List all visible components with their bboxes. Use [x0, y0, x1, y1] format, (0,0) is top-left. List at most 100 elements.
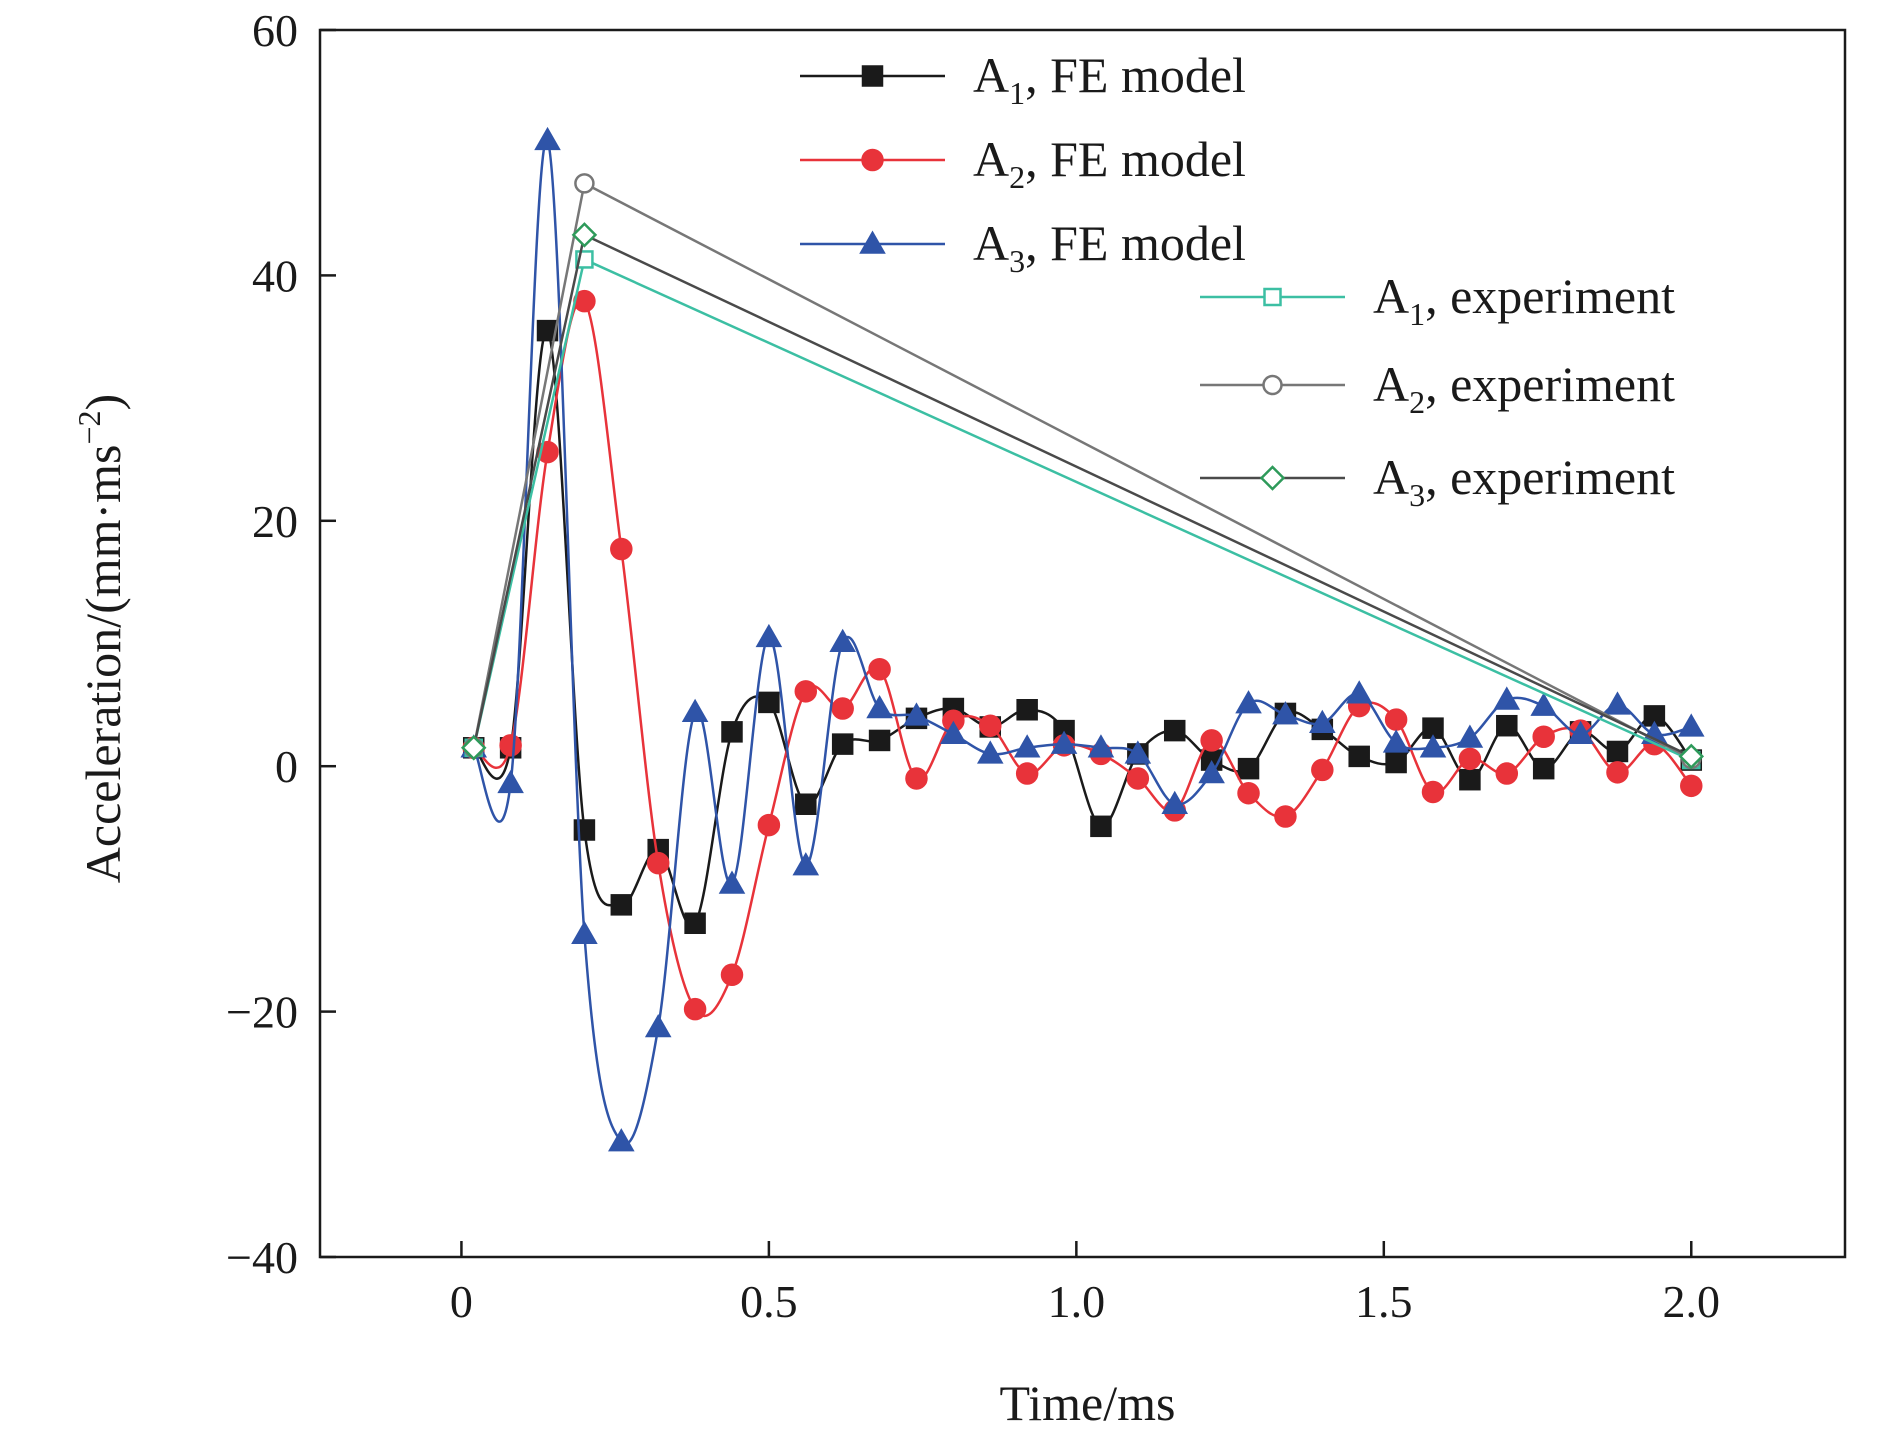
data-point: [683, 997, 707, 1021]
legend-marker: [861, 65, 884, 87]
data-point: [1311, 758, 1334, 782]
data-point: [794, 680, 818, 703]
data-point: [1274, 805, 1297, 828]
legend-label-main: A: [1373, 356, 1409, 412]
series-1: [462, 289, 1703, 1021]
data-point: [1050, 730, 1078, 754]
y-axis-label-main: Acceleration/(mm·ms: [75, 444, 131, 883]
data-point: [1015, 762, 1039, 785]
series-layer: [460, 126, 1705, 1152]
data-point: [646, 851, 670, 875]
data-point: [1237, 757, 1260, 780]
data-point: [536, 319, 559, 342]
series-line: [472, 258, 1692, 762]
legend-label: A3, FE model: [973, 215, 1246, 279]
legend-marker: [1262, 374, 1283, 396]
data-point: [1385, 751, 1407, 774]
data-point: [1016, 699, 1038, 721]
data-point: [1458, 747, 1482, 771]
legend-entry: A2, FE model: [800, 131, 1246, 195]
legend-marker: [1263, 287, 1282, 307]
data-point: [1456, 724, 1484, 748]
legend-label: A2, FE model: [973, 131, 1246, 195]
series-0: [462, 319, 1703, 935]
data-point: [903, 702, 930, 726]
legend-label-main: A: [973, 131, 1009, 187]
legend-label-subscript: 2: [1409, 384, 1425, 420]
data-point: [1090, 815, 1112, 838]
data-point: [497, 769, 524, 794]
data-point: [1126, 767, 1150, 790]
legend-label-subscript: 3: [1009, 243, 1025, 279]
legend-label: A1, FE model: [973, 47, 1246, 111]
data-point: [1345, 680, 1373, 704]
y-tick-label: −20: [226, 987, 298, 1038]
legend-entry: A1, experiment: [1200, 268, 1675, 332]
data-point: [571, 920, 598, 945]
y-tick-label: 0: [275, 741, 298, 792]
data-point: [868, 658, 891, 681]
data-point: [792, 852, 820, 876]
data-point: [979, 714, 1002, 737]
data-point: [534, 126, 561, 151]
y-axis-label-superscript: −2: [71, 410, 107, 444]
legend-label-subscript: 2: [1009, 159, 1025, 195]
data-point: [940, 720, 967, 745]
data-point: [1087, 734, 1115, 758]
legend-label: A1, experiment: [1373, 268, 1675, 332]
legend-label-subscript: 3: [1409, 477, 1425, 513]
y-axis-label: Acceleration/(mm·ms−2): [71, 394, 131, 883]
legend-label-main: A: [973, 47, 1009, 103]
data-point: [1124, 740, 1152, 764]
data-point: [1272, 701, 1299, 725]
series-line: [473, 329, 1693, 928]
y-axis-label-close: ): [75, 394, 131, 411]
data-point: [1532, 725, 1555, 749]
legend-entry: A1, FE model: [800, 47, 1246, 111]
data-point: [1606, 761, 1629, 784]
legend-entry: A3, experiment: [1200, 449, 1675, 513]
data-point: [610, 537, 633, 561]
data-point: [1419, 734, 1447, 758]
x-axis-label: Time/ms: [999, 1375, 1175, 1431]
y-tick-label: 60: [252, 5, 298, 56]
data-point: [1459, 768, 1481, 791]
data-point: [831, 733, 854, 755]
data-point: [681, 698, 709, 722]
x-tick-label: 0.5: [740, 1276, 798, 1327]
data-point: [1384, 708, 1408, 731]
series-line: [472, 138, 1692, 1146]
plot-frame: [318, 28, 1847, 1259]
data-point: [460, 735, 487, 761]
data-point: [571, 222, 598, 248]
x-tick-label: 2.0: [1663, 1276, 1721, 1327]
data-point: [610, 894, 633, 916]
data-point: [1530, 692, 1557, 716]
axes-layer: 0 0.5 1.0 1.5 2.0 −40 −20 0 20 40 60: [226, 5, 1720, 1327]
x-tick-label: 1.0: [1048, 1276, 1106, 1327]
data-point: [1235, 690, 1262, 714]
legend-marker: [859, 230, 886, 254]
series-5: [460, 222, 1705, 770]
data-point: [1013, 734, 1041, 758]
data-point: [1496, 714, 1518, 737]
legend-entry: A2, experiment: [1200, 356, 1675, 420]
data-point: [608, 1128, 635, 1152]
data-point: [1309, 709, 1336, 734]
data-point: [499, 734, 522, 757]
data-point: [1567, 720, 1594, 745]
data-point: [976, 740, 1004, 764]
series-2: [460, 126, 1705, 1152]
data-point: [684, 912, 706, 935]
legend-label-main: A: [973, 215, 1009, 271]
data-point: [644, 1014, 672, 1038]
x-tick-label: 0: [450, 1276, 473, 1327]
legend: A1, FE model A2, FE model A3, FE model A1, …: [800, 47, 1675, 513]
data-point: [1198, 760, 1225, 784]
legend-marker: [1259, 465, 1286, 491]
data-point: [829, 628, 856, 653]
data-point: [1604, 691, 1631, 715]
legend-label-rest: , experiment: [1425, 268, 1675, 324]
data-point: [795, 793, 817, 815]
data-point: [866, 695, 893, 719]
